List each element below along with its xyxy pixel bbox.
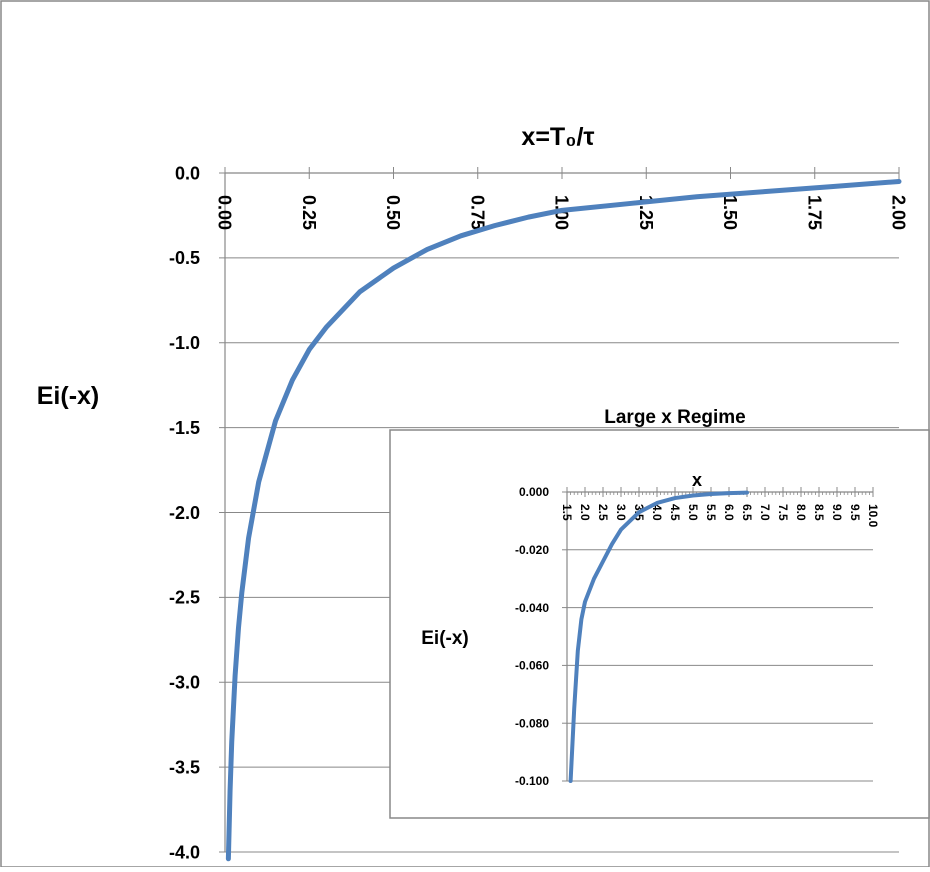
main-x-tick-label: 0.50 — [383, 195, 403, 230]
inset-y-tick-label: -0.100 — [515, 774, 549, 788]
main-x-tick-label: 0.75 — [467, 195, 487, 230]
inset-x-tick-label: 6.0 — [722, 504, 736, 521]
inset-border — [389, 429, 930, 819]
inset-y-tick-labels: 0.000 -0.020 -0.040 -0.060 -0.080 -0.100 — [515, 485, 549, 788]
inset-x-tick-label: 6.5 — [740, 504, 754, 521]
main-y-tick-labels: 0.0 -0.5 -1.0 -1.5 -2.0 -2.5 -3.0 -3.5 -4.0 — [169, 163, 200, 862]
main-y-tick-label: -2.5 — [169, 588, 200, 608]
main-axes — [219, 167, 900, 853]
inset-x-tick-label: 4.0 — [650, 504, 664, 521]
inset-x-axis-title: x — [692, 470, 702, 490]
inset-x-tick-label: 5.0 — [686, 504, 700, 521]
main-y-tick-label: 0.0 — [175, 163, 200, 183]
inset-x-tick-label: 1.5 — [560, 504, 574, 521]
inset-title: Large x Regime — [604, 407, 746, 428]
main-x-tick-label: 2.00 — [889, 195, 909, 230]
inset-x-tick-label: 2.0 — [578, 504, 592, 521]
inset-x-tick-label: 9.0 — [830, 504, 844, 521]
main-y-axis-title: Ei(-x) — [37, 382, 100, 410]
inset-x-tick-label: 7.0 — [758, 504, 772, 521]
main-x-tick-label: 0.00 — [215, 195, 235, 230]
inset-x-tick-label: 8.5 — [812, 504, 826, 521]
inset-x-tick-labels: 1.5 2.0 2.5 3.0 3.5 4.0 4.5 5.0 5.5 6.0 6.5 7.0 7.5 8… — [560, 504, 880, 528]
inset-x-tick-label: 4.5 — [668, 504, 682, 521]
main-x-tick-label: 1.75 — [804, 195, 824, 230]
main-y-tick-label: -3.5 — [169, 757, 200, 777]
inset-grid — [567, 549, 873, 782]
inset-chart: 1.5 2.0 2.5 3.0 3.5 4.0 4.5 5.0 5.5 6.0 6.5 7.0 7.5 8… — [389, 407, 930, 819]
main-y-tick-label: -1.5 — [169, 418, 200, 438]
inset-y-axis-title: Ei(-x) — [421, 628, 469, 649]
inset-y-tick-label: -0.020 — [515, 543, 549, 557]
main-y-tick-label: -4.0 — [169, 842, 200, 862]
inset-series-line — [568, 490, 749, 783]
inset-x-tick-label: 7.5 — [776, 504, 790, 521]
inset-x-tick-label: 2.5 — [596, 504, 610, 521]
main-y-tick-label: -0.5 — [169, 248, 200, 268]
main-series-line — [225, 178, 902, 862]
inset-y-tick-label: 0.000 — [519, 485, 549, 499]
inset-x-tick-label: 10.0 — [866, 504, 880, 528]
inset-y-tick-label: -0.080 — [515, 716, 549, 730]
main-x-tick-label: 0.25 — [299, 195, 319, 230]
inset-x-tick-label: 3.0 — [614, 504, 628, 521]
main-y-tick-label: -3.0 — [169, 673, 200, 693]
inset-x-tick-label: 5.5 — [704, 504, 718, 521]
inset-y-tick-label: -0.060 — [515, 659, 549, 673]
inset-y-tick-label: -0.040 — [515, 601, 549, 615]
main-y-tick-label: -1.0 — [169, 333, 200, 353]
inset-x-tick-label: 9.5 — [848, 504, 862, 521]
main-x-tick-label: 1.50 — [720, 195, 740, 230]
inset-x-tick-label: 8.0 — [794, 504, 808, 521]
main-y-tick-label: -2.0 — [169, 503, 200, 523]
main-x-axis-title: x=T₀/τ — [521, 123, 594, 151]
